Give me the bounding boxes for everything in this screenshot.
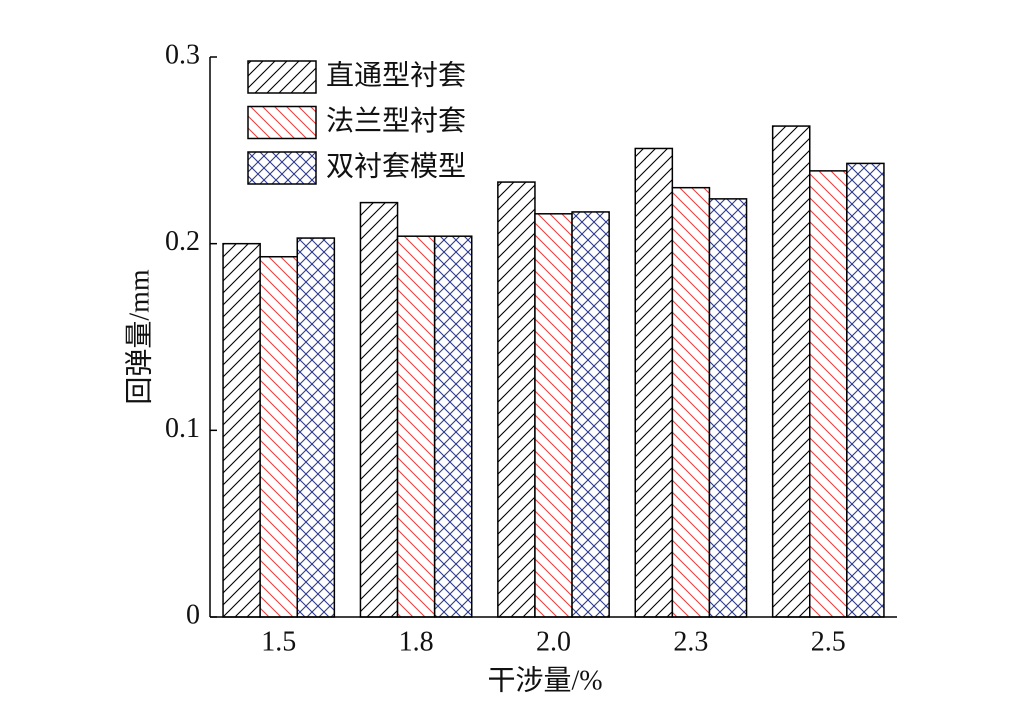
y-tick-label: 0 (186, 599, 200, 630)
bar (671, 186, 711, 618)
x-tick-label: 1.5 (261, 626, 296, 657)
bar (259, 255, 298, 618)
x-axis-label: 干涉量/% (487, 664, 602, 696)
bar (433, 235, 473, 618)
x-tick-label: 1.8 (399, 626, 434, 657)
bar (771, 125, 811, 618)
x-tick-label: 2.5 (811, 626, 846, 657)
x-tick-label: 2.3 (673, 626, 708, 657)
bar (497, 181, 536, 618)
legend-label: 双衬套模型 (326, 150, 466, 182)
bar (222, 242, 261, 618)
y-axis-label: 回弹量/mm (123, 269, 155, 405)
legend-swatch (247, 105, 317, 140)
bar (359, 201, 399, 618)
y-tick-label: 0.2 (165, 226, 200, 257)
y-tick-label: 0.1 (165, 413, 200, 444)
bar (296, 237, 336, 618)
legend-label: 法兰型衬套 (326, 105, 466, 137)
y-tick-label: 0.3 (165, 39, 200, 70)
bar (809, 170, 848, 618)
bar (634, 147, 674, 618)
bar (396, 235, 436, 618)
bar (534, 213, 573, 618)
x-tick-label: 2.0 (536, 626, 571, 657)
bar (708, 198, 748, 618)
legend-swatch (247, 151, 317, 185)
legend-label: 直通型衬套 (326, 59, 466, 91)
legend-swatch (247, 60, 317, 94)
bar (571, 211, 610, 618)
bar (846, 162, 885, 618)
